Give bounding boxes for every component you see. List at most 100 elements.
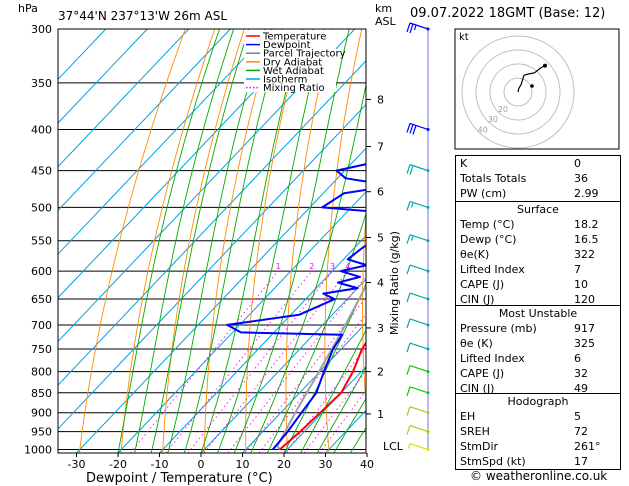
hodograph-row: StmDir 261°: [460, 440, 601, 453]
pressure-tick-label: 650: [31, 293, 52, 306]
temp-tick-label: 10: [236, 458, 250, 471]
legend-entry: Wet Adiabat: [263, 66, 324, 77]
mixing-ratio-label: 2: [309, 262, 314, 271]
wind-barb-flag: [406, 164, 411, 174]
pressure-tick-label: 550: [31, 235, 52, 248]
hodograph-table: Hodograph EH 5 SREH 72 StmDir 261° StmSpd (…: [455, 393, 621, 470]
parcel-trajectory-line: [276, 283, 366, 451]
pressure-tick-label: 900: [31, 407, 52, 420]
wind-barb-flag: [406, 201, 411, 211]
legend-background: [244, 30, 336, 92]
wet-adiabat-line: [266, 212, 366, 453]
isotherm-line: [117, 191, 366, 453]
wet-adiabat-line: [167, 29, 266, 453]
legend-entry: Mixing Ratio: [263, 83, 325, 94]
wet-adiabat-line: [333, 397, 366, 453]
wind-barb-staff: [409, 264, 429, 272]
dewpoint-line: [226, 163, 366, 451]
legend-entry: Parcel Trajectory: [263, 49, 346, 60]
surface-table: Surface Temp (°C) 18.2 Dewp (°C) 16.5 θe(K…: [455, 201, 621, 308]
wind-barb-staff: [409, 318, 429, 326]
wind-barb-flag: [406, 365, 411, 375]
surface-row: Temp (°C) 18.2: [460, 218, 599, 231]
legend-entry: Dewpoint: [263, 40, 311, 51]
mixing-ratio-label: 4: [345, 262, 350, 271]
wind-barb: [406, 264, 430, 275]
surface-row: θe(K) 322: [460, 248, 595, 261]
dry-adiabat-line: [245, 29, 304, 453]
mixing-ratio-line: [244, 296, 366, 453]
pressure-tick-label: 450: [31, 165, 52, 178]
wind-barb-flag: [406, 264, 411, 275]
isotherm-line: [58, 29, 356, 343]
wind-barb-flag: [406, 22, 411, 33]
pressure-tick-label: 400: [31, 123, 52, 136]
dry-adiabat-line: [324, 29, 363, 453]
mixing-ratio-line: [258, 313, 366, 453]
surface-row: Lifted Index 7: [460, 263, 581, 276]
mixing-ratio-label: 6: [368, 262, 373, 271]
most-unstable-table: Most Unstable Pressure (mb) 917 θe (K) 325…: [455, 305, 621, 397]
chart-axes: 3003504004505005506006507007508008509009…: [24, 23, 404, 471]
most-unstable-row: CIN (J) 49: [460, 382, 588, 395]
mixing-ratio-label: 20: [437, 262, 447, 271]
surface-row: Dewp (°C) 16.5: [460, 233, 599, 246]
hodograph-row: StmSpd (kt) 17: [460, 455, 588, 468]
temp-tick-label: 30: [319, 458, 333, 471]
wet-adiabat-line: [316, 366, 366, 453]
surface-title: Surface: [517, 203, 559, 216]
wind-barb: [406, 342, 430, 353]
wind-barb: [406, 292, 430, 303]
dry-adiabat-line: [162, 29, 245, 453]
wind-barb-dot: [426, 169, 430, 173]
wind-barb-staff: [409, 442, 429, 451]
wind-barb: [406, 164, 430, 175]
km-tick-label: 3: [377, 322, 384, 335]
hodograph-ring-label: 40: [478, 125, 488, 134]
wind-barb-flag: [406, 234, 411, 244]
wet-adiabat-line: [250, 82, 366, 453]
temp-tick-label: -30: [68, 458, 86, 471]
wind-barb-staff: [409, 365, 429, 373]
wet-adiabat-line: [217, 29, 325, 453]
hodograph-row: EH 5: [460, 410, 581, 423]
wind-barb: [406, 425, 430, 435]
legend-entry: Isotherm: [263, 75, 307, 86]
date-label: 09.07.2022 18GMT (Base: 12): [410, 6, 606, 21]
temp-tick-label: 0: [198, 458, 205, 471]
wind-barb-flag: [406, 123, 411, 133]
wind-barbs: [406, 22, 430, 452]
wind-barb: [406, 234, 430, 244]
hodograph-ring-label: 20: [498, 105, 508, 114]
temp-tick-label: -20: [109, 458, 127, 471]
wind-barb-dot: [426, 448, 430, 452]
pressure-tick-label: 350: [31, 77, 52, 90]
wind-barb-dot: [426, 323, 430, 327]
wind-barb-dot: [426, 127, 430, 131]
wind-barb-dot: [426, 370, 430, 374]
isotherm-line: [159, 234, 366, 453]
temp-tick-label: 40: [360, 458, 374, 471]
lcl-label: LCL: [383, 440, 404, 453]
wind-barb-flag: [406, 406, 411, 416]
wind-barb: [406, 318, 430, 329]
hodograph-ring: [475, 49, 561, 135]
dry-adiabat-line: [434, 29, 454, 453]
dry-adiabat-line: [362, 209, 366, 410]
isotherm-line: [58, 60, 366, 386]
index-row-pw: PW (cm) 2.99: [460, 187, 599, 200]
mixing-ratio-axis-label: Mixing Ratio (g/kg): [388, 231, 401, 335]
most-unstable-row: θe (K) 325: [460, 337, 595, 350]
pressure-tick-label: 300: [31, 23, 52, 36]
wind-barb-dot: [426, 205, 430, 209]
km-tick-label: 7: [377, 141, 384, 154]
km-tick-label: 1: [377, 408, 384, 421]
dry-adiabat-line: [285, 29, 333, 453]
wind-barb-flag: [406, 342, 411, 353]
mixing-ratio-label: 1: [276, 262, 281, 271]
most-unstable-row: CAPE (J) 32: [460, 367, 588, 380]
pressure-tick-label: 800: [31, 366, 52, 379]
dry-adiabat-line: [203, 29, 275, 453]
